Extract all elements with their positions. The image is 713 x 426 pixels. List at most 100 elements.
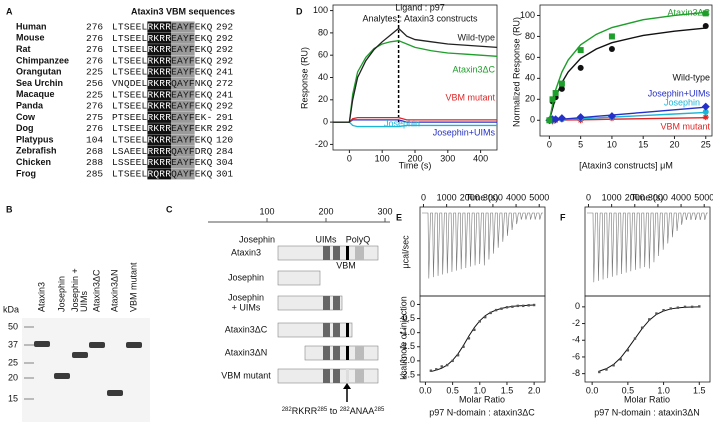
point xyxy=(640,326,644,329)
ruler-label: 100 xyxy=(259,206,274,216)
y-tick-label: 100 xyxy=(313,5,328,15)
point xyxy=(558,85,565,92)
x-tick-label: 1000 xyxy=(602,192,622,202)
start-pos: 276 xyxy=(86,101,103,112)
y-tick-label: 0 xyxy=(323,116,328,126)
domain-block xyxy=(333,346,340,360)
shade-black xyxy=(147,66,171,78)
point xyxy=(577,64,584,71)
domain-block xyxy=(333,246,340,260)
y-tick-label: -20 xyxy=(315,139,328,149)
domain-block xyxy=(346,246,349,260)
x-tick-label: 0.5 xyxy=(622,385,635,395)
point xyxy=(619,358,622,361)
start-pos: 285 xyxy=(86,168,103,179)
end-pos: 304 xyxy=(216,157,233,168)
point xyxy=(702,10,709,17)
series-line xyxy=(333,27,498,123)
mutation-part: RKRR xyxy=(292,406,318,416)
ladder-band xyxy=(24,362,34,364)
x-tick-label: 2.0 xyxy=(528,385,541,395)
series-line xyxy=(599,306,700,372)
domain-label: PolyQ xyxy=(346,234,371,244)
panel-label: D xyxy=(296,6,303,16)
domain-block xyxy=(333,323,340,337)
y-axis-label: μcal/sec xyxy=(400,235,410,269)
point xyxy=(484,315,487,319)
domain-label: Josephin xyxy=(239,234,275,244)
series-label: Josephin+UIMs xyxy=(433,127,496,137)
x-tick-label: 10 xyxy=(607,139,617,149)
lane-label: Ataxin3 xyxy=(36,282,46,312)
x-tick-label: 0.5 xyxy=(446,385,459,395)
y-tick-label: -1.0 xyxy=(399,327,415,337)
ruler-label: 300 xyxy=(377,206,392,216)
sequence: PTSEELRKRREAYFEK- xyxy=(112,112,212,123)
band xyxy=(89,342,105,348)
x-tick-label: 5000 xyxy=(529,192,549,202)
x-axis-label: Time (s) xyxy=(399,160,432,170)
series-line xyxy=(333,121,497,128)
point xyxy=(690,305,694,309)
sequence-highlight: LTSEELRKRREAYFEKQ xyxy=(112,44,213,55)
sequence-highlight: LTSEELRKRREAYFEKQ xyxy=(112,89,213,100)
x-tick-label: 4000 xyxy=(506,192,526,202)
start-pos: 225 xyxy=(86,67,103,78)
construct-bar xyxy=(277,322,353,338)
construct-label: Josephin xyxy=(228,292,264,302)
point xyxy=(429,369,433,372)
point xyxy=(494,308,498,312)
y-tick-label: -2.0 xyxy=(399,355,415,365)
y-tick-label: 80 xyxy=(525,31,535,41)
y-tick-label: -2 xyxy=(572,318,580,328)
domain-block xyxy=(323,323,330,337)
sequence: LTSEELRKRREAYFEKQ xyxy=(112,33,213,44)
lane-label: Josephin + xyxy=(70,268,80,312)
start-pos: 276 xyxy=(86,22,103,33)
x-tick-label: 2000 xyxy=(460,192,480,202)
shade-gray xyxy=(171,44,195,56)
y-tick-label: -4 xyxy=(572,335,580,345)
series-label: Ataxin3ΔC xyxy=(452,64,495,74)
band xyxy=(34,341,50,347)
construct-bar xyxy=(304,345,379,361)
y-tick-label: -1.5 xyxy=(399,341,415,351)
sequence-highlight: LTSEELRKRREAYFEKR xyxy=(112,123,213,134)
panel-title: Ataxin3 VBM sequences xyxy=(131,6,235,16)
mutation-part: to xyxy=(327,406,340,416)
species: Sea Urchin xyxy=(16,78,63,88)
x-tick-label: 0.0 xyxy=(419,385,432,395)
start-pos: 276 xyxy=(86,123,103,134)
band xyxy=(107,390,123,396)
shade-gray xyxy=(171,100,195,112)
fit-line xyxy=(548,11,706,121)
x-tick-label: 0 xyxy=(547,139,552,149)
point xyxy=(489,311,492,315)
x-axis-label: Molar Ratio xyxy=(624,394,670,404)
x-tick-label: 2000 xyxy=(625,192,645,202)
shade-gray xyxy=(171,66,195,78)
point xyxy=(522,304,525,308)
point xyxy=(669,307,672,310)
x-tick-label: 25 xyxy=(701,139,711,149)
arrow-head xyxy=(343,383,351,389)
point xyxy=(527,304,530,307)
species: Cow xyxy=(16,112,36,122)
x-tick-label: 5 xyxy=(578,139,583,149)
y-tick-label: -2.5 xyxy=(399,369,415,379)
species: Rat xyxy=(16,44,31,54)
sequence-highlight: LTSEELRKRREAYFEKQ xyxy=(112,67,213,78)
ruler-label: 200 xyxy=(318,206,333,216)
plot-frame xyxy=(584,295,711,383)
marker-label: 25 xyxy=(8,357,18,367)
shade-black xyxy=(147,123,171,135)
start-pos: 288 xyxy=(86,157,103,168)
shade-black xyxy=(147,21,171,33)
point xyxy=(451,359,454,363)
series-label: Josephin xyxy=(384,118,420,128)
start-pos: 276 xyxy=(86,33,103,44)
lane-label: UIMs xyxy=(79,291,89,312)
band xyxy=(126,342,142,348)
shade-black xyxy=(147,89,171,101)
point xyxy=(676,306,680,309)
